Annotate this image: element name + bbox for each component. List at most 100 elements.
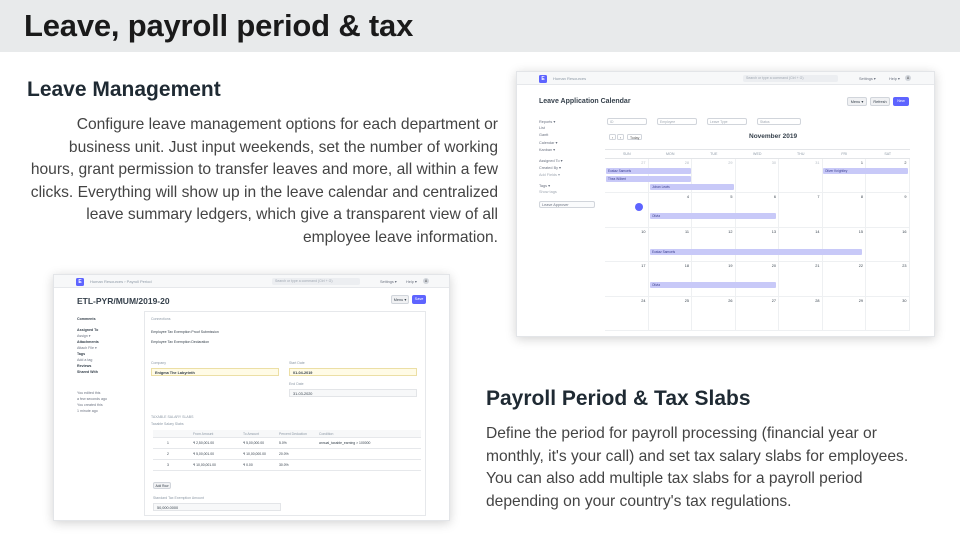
leave-event[interactable]: Oliver Knightley bbox=[823, 168, 908, 174]
leave-event[interactable]: Thea Wilbert bbox=[606, 176, 691, 182]
sidebar-item[interactable]: List bbox=[539, 126, 545, 130]
table-cell[interactable]: ₹ 10,00,001.00 bbox=[193, 463, 216, 467]
leave-approver-filter[interactable]: Leave Approver bbox=[539, 201, 595, 208]
breadcrumb[interactable]: Human Resources bbox=[553, 76, 587, 81]
sidebar-item[interactable]: Created By ▾ bbox=[539, 166, 561, 170]
sidebar-comments[interactable]: Comments bbox=[77, 317, 96, 321]
calendar-day-cell[interactable]: 31 bbox=[779, 159, 823, 194]
calendar-day-cell[interactable]: 10 bbox=[605, 227, 649, 263]
table-cell[interactable]: 3 bbox=[167, 463, 169, 467]
filter-status[interactable]: Status bbox=[757, 118, 801, 125]
table-row[interactable]: 1 ₹ 2,50,001.00 ₹ 5,00,000.00 5.0% annual_ta… bbox=[153, 438, 421, 449]
table-cell[interactable]: annual_taxable_earning > 100000 bbox=[319, 441, 371, 445]
linked-doc[interactable]: Employee Tax Exemption Declaration bbox=[151, 340, 210, 344]
table-row[interactable]: 3 ₹ 10,00,001.00 ₹ 0.00 30.0% bbox=[153, 460, 421, 471]
calendar-day-cell[interactable]: 2 bbox=[866, 159, 910, 194]
table-cell[interactable]: ₹ 2,50,001.00 bbox=[193, 441, 215, 445]
linked-doc[interactable]: Employee Tax Exemption Proof Submission bbox=[151, 330, 219, 334]
calendar-day-cell[interactable]: 29 bbox=[822, 296, 866, 331]
table-cell[interactable]: ₹ 5,00,001.00 bbox=[193, 452, 215, 456]
new-button[interactable]: New bbox=[893, 97, 909, 106]
calendar-day-cell[interactable]: 15 bbox=[822, 227, 866, 263]
leave-event[interactable]: Eustaz Samuels bbox=[606, 168, 691, 174]
calendar-day-cell[interactable]: 28 bbox=[779, 296, 823, 331]
calendar-day-cell[interactable]: 20 bbox=[735, 262, 779, 297]
table-row[interactable]: 2 ₹ 5,00,001.00 ₹ 10,00,000.00 20.0% bbox=[153, 449, 421, 460]
leave-event[interactable]: Olivia bbox=[650, 282, 776, 288]
connections-label[interactable]: Connections bbox=[151, 317, 171, 321]
exemption-field[interactable]: 50,000.0000 bbox=[153, 503, 281, 511]
menu-button[interactable]: Menu ▾ bbox=[391, 295, 409, 304]
sidebar-assign[interactable]: Assign ▾ bbox=[77, 334, 91, 338]
menu-button[interactable]: Menu ▾ bbox=[847, 97, 867, 106]
sidebar-item[interactable]: Assigned To ▾ bbox=[539, 159, 563, 163]
table-cell[interactable]: ₹ 0.00 bbox=[243, 463, 253, 467]
calendar-day-cell[interactable]: 24 bbox=[605, 296, 649, 331]
calendar-day-cell[interactable]: 6 bbox=[735, 193, 779, 228]
calendar-day-cell[interactable]: 23 bbox=[866, 262, 910, 297]
save-button[interactable]: Save bbox=[412, 295, 426, 304]
sidebar-item[interactable]: Calendar ▾ bbox=[539, 141, 558, 145]
filter-id[interactable]: ID bbox=[607, 118, 647, 125]
calendar-day-cell[interactable]: 22 bbox=[822, 262, 866, 297]
calendar-day-cell[interactable]: 11 bbox=[648, 227, 692, 263]
avatar[interactable]: A bbox=[905, 75, 911, 81]
table-cell[interactable]: 1 bbox=[167, 441, 169, 445]
calendar-day-cell[interactable]: 14 bbox=[779, 227, 823, 263]
filter-employee[interactable]: Employee bbox=[657, 118, 697, 125]
search-input[interactable]: Search or type a command (Ctrl + G) bbox=[272, 278, 360, 285]
calendar-day-cell[interactable]: 16 bbox=[866, 227, 910, 263]
refresh-button[interactable]: Refresh bbox=[870, 97, 890, 106]
sidebar-item[interactable]: Reports ▾ bbox=[539, 120, 556, 124]
calendar-day-cell[interactable]: 25 bbox=[648, 296, 692, 331]
sidebar-item[interactable]: Tags ▾ bbox=[539, 184, 550, 188]
calendar-day-cell[interactable]: 12 bbox=[692, 227, 736, 263]
calendar-day-cell[interactable]: 30 bbox=[735, 159, 779, 194]
calendar-day-cell[interactable]: 5 bbox=[692, 193, 736, 228]
calendar-day-cell[interactable]: 4 bbox=[648, 193, 692, 228]
table-cell[interactable]: 30.0% bbox=[279, 463, 289, 467]
calendar-day-cell[interactable]: 8 bbox=[822, 193, 866, 228]
settings-menu[interactable]: Settings ▾ bbox=[859, 77, 876, 81]
company-field[interactable]: Enigma The Labyrinth bbox=[151, 368, 279, 376]
sidebar-item[interactable]: Kanban ▾ bbox=[539, 148, 556, 152]
help-menu[interactable]: Help ▾ bbox=[889, 77, 900, 81]
sidebar-item[interactable]: Gantt bbox=[539, 133, 549, 137]
sidebar-item[interactable]: Add Fields ▾ bbox=[539, 173, 560, 177]
table-cell[interactable]: 20.0% bbox=[279, 452, 289, 456]
calendar-day-cell[interactable]: 30 bbox=[866, 296, 910, 331]
sidebar-item[interactable]: Show tags bbox=[539, 190, 557, 194]
leave-event[interactable]: Olivia bbox=[650, 213, 776, 219]
add-row-button[interactable]: Add Row bbox=[153, 482, 171, 489]
today-button[interactable]: Today bbox=[627, 134, 643, 140]
prev-month-button[interactable]: ‹ bbox=[609, 134, 617, 140]
avatar[interactable]: A bbox=[423, 278, 429, 284]
calendar-day-cell[interactable]: 3 bbox=[605, 193, 649, 228]
leave-event[interactable]: Johan Lewis bbox=[650, 184, 734, 190]
app-logo[interactable]: E bbox=[539, 75, 547, 83]
end-date-field[interactable]: 31-03-2020 bbox=[289, 389, 417, 397]
calendar-day-cell[interactable]: 17 bbox=[605, 262, 649, 297]
filter-leave-type[interactable]: Leave Type bbox=[707, 118, 747, 125]
calendar-day-cell[interactable]: 29 bbox=[692, 159, 736, 194]
table-cell[interactable]: ₹ 10,00,000.00 bbox=[243, 452, 266, 456]
calendar-day-cell[interactable]: 28 bbox=[648, 159, 692, 194]
leave-event[interactable]: Eustaz Samuels bbox=[650, 249, 862, 255]
app-logo[interactable]: E bbox=[76, 278, 84, 286]
calendar-day-cell[interactable]: 27 bbox=[735, 296, 779, 331]
calendar-day-cell[interactable]: 1 bbox=[822, 159, 866, 194]
sidebar-attach-file[interactable]: Attach File ▾ bbox=[77, 346, 97, 350]
breadcrumb[interactable]: Human Resources › Payroll Period bbox=[90, 279, 152, 284]
calendar-day-cell[interactable]: 26 bbox=[692, 296, 736, 331]
calendar-day-cell[interactable]: 9 bbox=[866, 193, 910, 228]
sidebar-add-tag[interactable]: Add a tag bbox=[77, 358, 93, 362]
calendar-day-cell[interactable]: 13 bbox=[735, 227, 779, 263]
table-cell[interactable]: 2 bbox=[167, 452, 169, 456]
table-cell[interactable]: 5.0% bbox=[279, 441, 287, 445]
table-cell[interactable]: ₹ 5,00,000.00 bbox=[243, 441, 265, 445]
calendar-day-cell[interactable]: 7 bbox=[779, 193, 823, 228]
next-month-button[interactable]: › bbox=[617, 134, 625, 140]
calendar-day-cell[interactable]: 19 bbox=[692, 262, 736, 297]
settings-menu[interactable]: Settings ▾ bbox=[380, 280, 397, 284]
start-date-field[interactable]: 01-04-2019 bbox=[289, 368, 417, 376]
